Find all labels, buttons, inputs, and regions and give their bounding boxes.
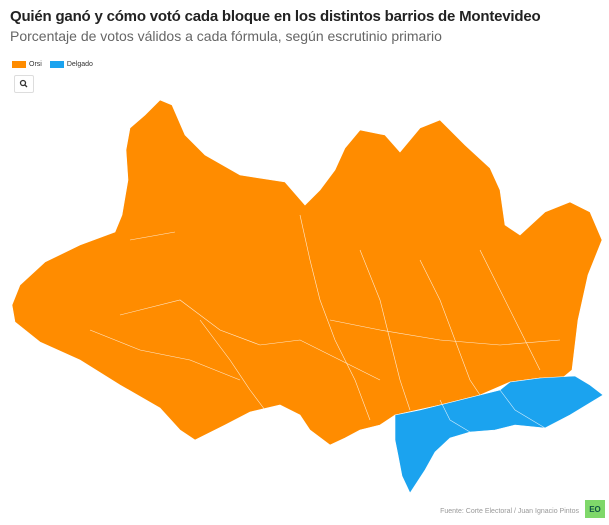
legend-item: Delgado [49,61,93,68]
legend: Orsi Delgado [12,61,93,68]
search-button[interactable] [14,75,34,93]
source: Fuente: Corte Electoral / Juan Ignacio P… [440,508,579,515]
legend-swatch [12,61,26,68]
legend-item: Orsi [12,61,42,68]
legend-swatch [49,61,64,68]
map [11,99,604,494]
legend-label: Orsi [29,61,42,68]
logo: EO [585,500,605,518]
subtitle: Porcentaje de votos válidos a cada fórmu… [10,28,442,44]
title: Quién ganó y cómo votó cada bloque en lo… [10,8,541,25]
region-orsi [11,99,603,446]
borders [89,214,561,433]
legend-label: Delgado [66,61,93,68]
search-icon [19,79,28,88]
region-delgado [394,375,604,494]
